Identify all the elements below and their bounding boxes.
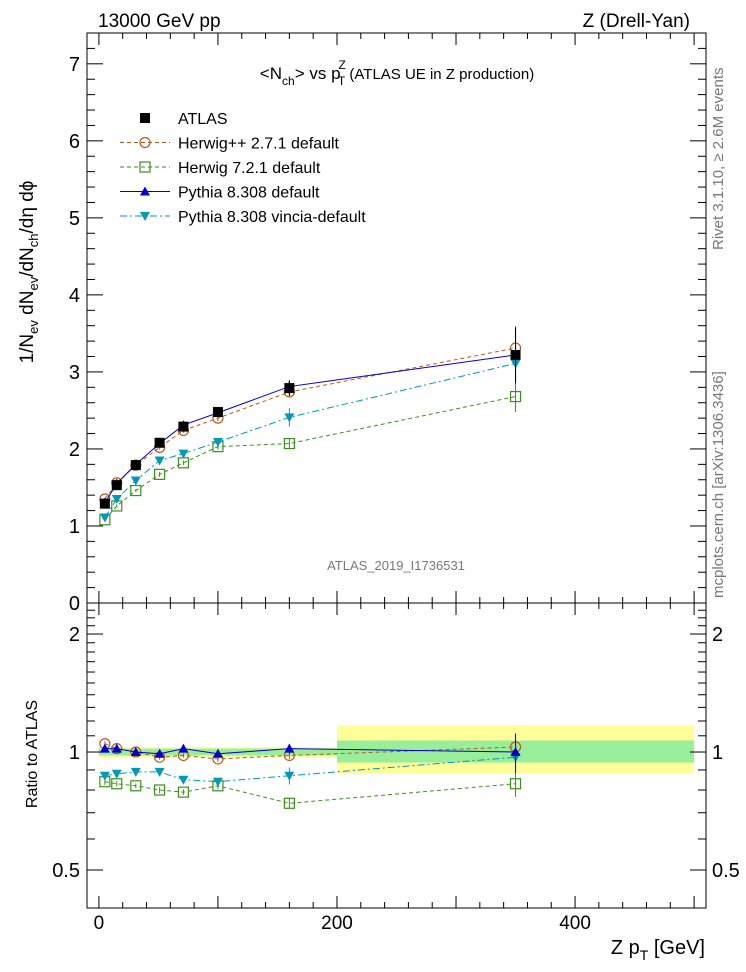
y-tick-label: 6 (69, 131, 80, 153)
x-axis-label: Z pT [GeV] (611, 937, 705, 963)
x-tick-label: 200 (321, 913, 353, 934)
ratio-axis-label: Ratio to ATLAS (24, 700, 41, 808)
ratio-tick-label-left: 0.5 (52, 860, 80, 882)
main-line-herwig-7-2-1-default (104, 396, 516, 521)
ratio-point-pythia-8-308-vincia-default (99, 771, 110, 781)
legend-label-herwig-2-7-1-default: Herwig++ 2.7.1 default (178, 136, 340, 153)
point-herwig-7-2-1-default (130, 484, 142, 497)
header-right: Z (Drell-Yan) (583, 11, 690, 32)
ratio-point-pythia-8-308-vincia-default (284, 771, 295, 781)
legend-label-atlas: ATLAS (178, 111, 228, 128)
point-atlas (178, 421, 189, 432)
ratio-line-herwig-7-2-1-default (104, 781, 516, 804)
main-line-herwig-2-7-1-default (104, 347, 516, 500)
legend-label-herwig-7-2-1-default: Herwig 7.2.1 default (178, 160, 321, 177)
point-atlas (130, 460, 141, 471)
y-tick-label: 7 (69, 54, 80, 76)
ratio-point-herwig-7-2-1-default (177, 786, 190, 798)
legend-label-pythia-8-308-default: Pythia 8.308 default (178, 185, 320, 202)
ratio-point-pythia-8-308-vincia-default (212, 777, 223, 787)
ratio-point-pythia-8-308-default (154, 748, 165, 758)
ratio-point-pythia-8-308-vincia-default (130, 767, 141, 777)
ratio-tick-label-right: 2 (712, 624, 723, 646)
ratio-line-pythia-8-308-vincia-default (104, 756, 516, 783)
ratio-tick-label-left: 1 (69, 742, 80, 764)
main-line-pythia-8-308-default (104, 354, 516, 504)
point-pythia-8-308-vincia-default (111, 495, 122, 505)
ratio-point-herwig-7-2-1-default (130, 780, 142, 792)
point-pythia-8-308-vincia-default (284, 413, 295, 423)
point-atlas (154, 437, 165, 448)
x-tick-label: 0 (94, 913, 105, 934)
ratio-point-pythia-8-308-vincia-default (111, 769, 122, 779)
main-line-pythia-8-308-vincia-default (104, 362, 516, 518)
analysis-label: ATLAS_2019_I1736531 (327, 558, 465, 573)
y-axis-label: 1/Nev dNev/dNch/dη dϕ (17, 181, 41, 364)
y-tick-label: 3 (69, 362, 80, 384)
point-atlas (510, 349, 521, 360)
ratio-point-pythia-8-308-vincia-default (178, 775, 189, 785)
point-herwig-7-2-1-default (154, 468, 166, 480)
ratio-point-herwig-7-2-1-default (154, 784, 166, 796)
ratio-point-herwig-7-2-1-default (509, 778, 522, 790)
ratio-line-pythia-8-308-default (104, 748, 516, 755)
point-pythia-8-308-vincia-default (130, 476, 141, 486)
point-pythia-8-308-vincia-default (99, 513, 110, 523)
ratio-point-pythia-8-308-vincia-default (154, 767, 165, 777)
legend-marker-atlas (140, 113, 150, 123)
legend-marker-pythia-8-308-vincia-default (140, 212, 150, 221)
ratio-tick-label-right: 0.5 (712, 860, 740, 882)
point-atlas (284, 383, 295, 394)
legend-marker-pythia-8-308-default (140, 186, 150, 196)
ratio-point-pythia-8-308-default (99, 743, 110, 753)
point-herwig-7-2-1-default (509, 390, 522, 403)
legend-marker-herwig-7-2-1-default (139, 161, 151, 173)
ratio-point-pythia-8-308-default (212, 748, 223, 758)
ratio-point-pythia-8-308-default (178, 743, 189, 753)
plot-title: <Nch> vs pZ T (ATLAS UE in Z production) (260, 58, 534, 88)
ratio-point-pythia-8-308-default (130, 747, 141, 757)
y-tick-label: 0 (69, 593, 80, 615)
y-tick-label: 2 (69, 439, 80, 461)
ratio-point-pythia-8-308-default (510, 747, 521, 757)
y-tick-label: 5 (69, 208, 80, 230)
y-tick-label: 1 (69, 516, 80, 538)
y-tick-label: 4 (69, 285, 80, 307)
ratio-point-pythia-8-308-default (284, 743, 295, 753)
legend-label-pythia-8-308-vincia-default: Pythia 8.308 vincia-default (178, 209, 366, 226)
point-pythia-8-308-vincia-default (178, 449, 189, 459)
mcplots-label: mcplots.cern.ch [arXiv:1306.3436] (710, 371, 727, 598)
ratio-tick-label-left: 2 (69, 624, 80, 646)
point-atlas (212, 406, 223, 417)
ratio-plot-frame (86, 602, 707, 909)
legend-marker-herwig-2-7-1-default (139, 136, 151, 149)
point-atlas (111, 480, 122, 491)
header-left: 13000 GeV pp (98, 11, 221, 32)
point-herwig-7-2-1-default (283, 437, 295, 450)
point-pythia-8-308-vincia-default (212, 438, 223, 448)
x-tick-label: 400 (559, 913, 591, 934)
ratio-tick-label-right: 1 (712, 742, 723, 764)
point-atlas (99, 498, 110, 509)
point-pythia-8-308-vincia-default (154, 456, 165, 466)
ratio-point-pythia-8-308-default (111, 743, 122, 753)
rivet-label: Rivet 3.1.10, ≥ 2.6M events (710, 68, 727, 251)
ratio-point-herwig-7-2-1-default (283, 797, 295, 809)
